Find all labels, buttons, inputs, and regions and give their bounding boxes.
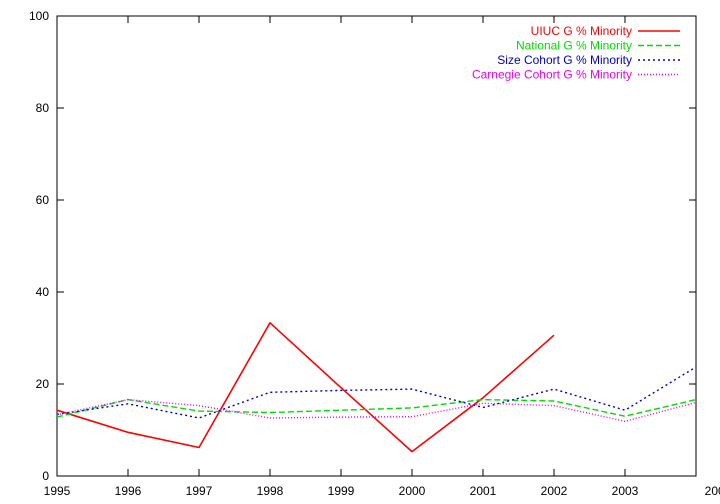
legend-label: National G % Minority bbox=[516, 39, 632, 53]
series-lines bbox=[56, 321, 697, 453]
series-line-0 bbox=[56, 321, 555, 453]
x-tick-labels: 1995 1996 1997 1998 1999 2000 2001 2002 2003 2004 bbox=[44, 484, 720, 498]
x-tick-label: 1999 bbox=[328, 484, 355, 498]
x-tick-label: 1997 bbox=[186, 484, 213, 498]
y-tick-label: 60 bbox=[36, 193, 50, 207]
x-tick-label: 2001 bbox=[470, 484, 497, 498]
legend-label: Size Cohort G % Minority bbox=[497, 53, 632, 67]
x-tick-label: 2000 bbox=[399, 484, 426, 498]
x-tick-label: 1998 bbox=[257, 484, 284, 498]
y-tick-label: 0 bbox=[42, 469, 49, 483]
series-line-3 bbox=[56, 398, 697, 422]
y-tick-label: 80 bbox=[36, 101, 50, 115]
x-tick-label: 2003 bbox=[612, 484, 639, 498]
y-tick-label: 100 bbox=[29, 9, 49, 23]
legend-label: Carnegie Cohort G % Minority bbox=[472, 68, 632, 82]
y-tick-labels: 0 20 40 60 80 100 bbox=[29, 9, 49, 483]
x-tick-label: 2004 bbox=[705, 484, 720, 498]
x-tick-label: 1996 bbox=[115, 484, 142, 498]
axis-ticks bbox=[56, 15, 697, 477]
plot-frame bbox=[56, 15, 697, 477]
y-tick-label: 40 bbox=[36, 285, 50, 299]
x-tick-label: 1995 bbox=[44, 484, 71, 498]
series-line-1 bbox=[56, 398, 697, 418]
series-line-2 bbox=[56, 366, 697, 419]
x-tick-label: 2002 bbox=[541, 484, 568, 498]
legend-label: UIUC G % Minority bbox=[531, 24, 632, 38]
y-tick-label: 20 bbox=[36, 377, 50, 391]
